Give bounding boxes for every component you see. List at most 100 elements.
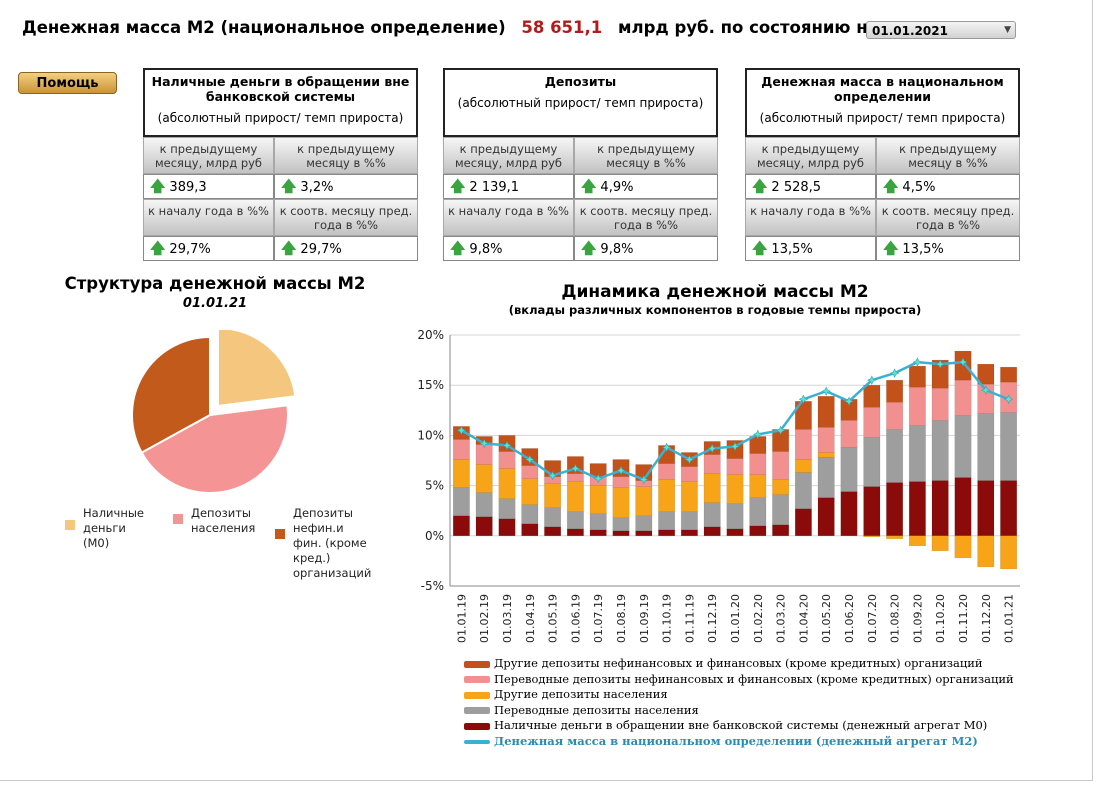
chevron-down-icon: ▼ (1004, 25, 1011, 35)
panel-label: к предыдущему месяцу, млрд руб (443, 137, 574, 174)
m2-point (661, 442, 672, 453)
bar-segment (977, 363, 995, 385)
bar-segment (475, 516, 493, 537)
panel-value-text: 2 139,1 (469, 180, 520, 195)
bar-segment (726, 474, 744, 504)
bar-segment (452, 459, 470, 488)
bar-segment (794, 508, 812, 537)
bar-segment (931, 420, 949, 481)
x-tick-label: 01.02.20 (752, 594, 765, 643)
help-button[interactable]: Помощь (18, 72, 117, 94)
panel-header: Депозиты (абсолютный прирост/ темп прирос… (443, 68, 718, 137)
bar-segment (498, 451, 516, 469)
chart-legend-label: Наличные деньги в обращении вне банковск… (494, 718, 988, 732)
bar-segment (658, 463, 676, 480)
panel-value: 🡅 2 139,1 (443, 174, 574, 199)
bar-segment (794, 472, 812, 509)
bar-segment (954, 379, 972, 416)
chart-legend-label: Другие депозиты населения (494, 687, 668, 701)
bar-segment (772, 451, 790, 480)
pie-slice (131, 335, 211, 454)
bar-segment (658, 511, 676, 531)
pie-legend-label: Депозиты населения (191, 506, 256, 535)
panel-value-text: 13,5% (902, 242, 944, 257)
panel-label: к началу года в %% (745, 199, 876, 236)
chart-title: Динамика денежной массы М2 (561, 282, 869, 302)
bar-segment (977, 535, 995, 568)
bar-segment (931, 535, 949, 552)
bar-segment (794, 429, 812, 460)
bar-segment (931, 480, 949, 537)
m2-point (844, 396, 854, 406)
bar-segment (749, 525, 767, 537)
bar-segment (589, 485, 607, 514)
pie-slice (216, 330, 297, 408)
unit-text: млрд руб. по состоянию на (618, 18, 879, 37)
x-tick-label: 01.08.20 (889, 594, 902, 643)
arrow-up-icon: 🡅 (752, 177, 768, 195)
bar-segment (772, 524, 790, 537)
bar-segment (908, 365, 926, 388)
chart-subtitle: (вклады различных компонентов в годовые … (508, 303, 922, 317)
panel-label: к предыдущему месяцу в %% (574, 137, 718, 174)
bar-segment (863, 384, 881, 408)
chart-legend-swatch (464, 739, 490, 744)
x-tick-label: 01.05.19 (547, 594, 560, 643)
panel-value: 🡅 2 528,5 (745, 174, 876, 199)
bar-segment (589, 529, 607, 537)
arrow-up-icon: 🡅 (883, 177, 899, 195)
bar-segment (703, 454, 721, 474)
bar-segment (612, 530, 630, 537)
bar-segment (817, 395, 835, 428)
bar-segment (452, 439, 470, 460)
m2-point (798, 394, 809, 404)
bar-segment (612, 517, 630, 532)
bar-segment (772, 479, 790, 495)
panel-header: Денежная масса в национальном определени… (745, 68, 1020, 137)
x-tick-label: 01.11.19 (683, 594, 696, 643)
bar-segment (680, 481, 698, 512)
x-tick-label: 01.12.19 (706, 594, 719, 643)
bar-segment (680, 511, 698, 531)
m2-point (525, 454, 535, 465)
bar-segment (726, 528, 744, 537)
bar-segment (749, 474, 767, 498)
indicator-panel: Наличные деньги в обращении вне банковск… (143, 68, 418, 261)
bar-segment (954, 477, 972, 537)
panel-label: к началу года в %% (143, 199, 274, 236)
x-tick-label: 01.03.19 (501, 594, 514, 643)
pie-legend-swatch (65, 520, 75, 530)
chart-legend-item: Переводные депозиты населения (464, 703, 1014, 719)
bar-segment (1000, 535, 1018, 570)
chart-legend-item: Другие депозиты нефинансовых и финансовы… (464, 656, 1014, 672)
arrow-up-icon: 🡅 (581, 177, 597, 195)
panel-value-text: 389,3 (169, 180, 207, 195)
chart-legend-swatch (464, 707, 490, 714)
chart-legend-swatch (464, 722, 490, 730)
bar-segment (908, 535, 926, 547)
bar-segment (794, 459, 812, 473)
panel-title: Наличные деньги в обращении вне банковск… (151, 74, 410, 104)
panel-label: к предыдущему месяцу в %% (274, 137, 418, 174)
bar-segment (452, 487, 470, 516)
date-select[interactable]: 01.01.2021 ▼ (866, 21, 1016, 39)
x-tick-label: 01.10.20 (934, 594, 947, 643)
bar-segment (840, 447, 858, 492)
bar-segment (635, 486, 653, 516)
bar-segment (863, 486, 881, 537)
arrow-up-icon: 🡅 (281, 177, 297, 195)
chart-legend-label: Переводные депозиты населения (494, 702, 699, 717)
pie-slice (140, 404, 289, 494)
panel-label: к соотв. месяцу пред. года в %% (876, 199, 1020, 236)
panel-label: к предыдущему месяцу в %% (876, 137, 1020, 174)
m2-point (502, 440, 512, 451)
bar-segment (475, 492, 493, 517)
x-tick-label: 01.01.21 (1003, 594, 1016, 643)
bar-segment (954, 415, 972, 478)
y-tick-label: 20% (417, 328, 444, 342)
pie-date: 01.01.21 (182, 296, 248, 311)
bar-segment (840, 420, 858, 448)
bar-segment (452, 515, 470, 537)
bar-segment (863, 535, 881, 538)
panel-value: 🡅 3,2% (274, 174, 418, 199)
